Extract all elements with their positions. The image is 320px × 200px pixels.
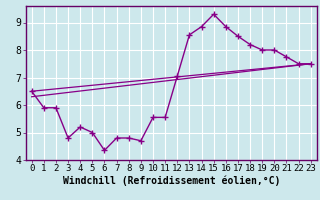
X-axis label: Windchill (Refroidissement éolien,°C): Windchill (Refroidissement éolien,°C) — [62, 176, 280, 186]
